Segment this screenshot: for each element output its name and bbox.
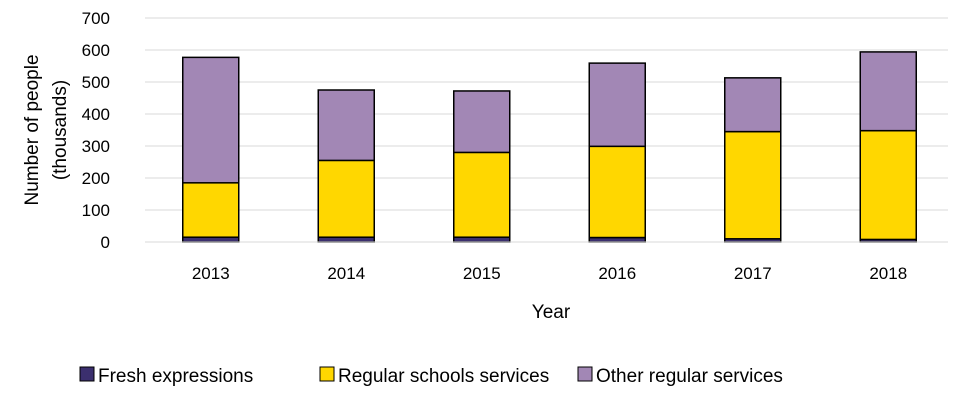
y-tick-label: 600 [82, 41, 110, 60]
legend-label: Regular schools services [338, 366, 549, 387]
x-tick-label: 2013 [192, 264, 230, 283]
x-tick-label: 2018 [869, 264, 907, 283]
legend-swatch [577, 366, 593, 382]
y-axis-title-line2: (thousands) [50, 80, 71, 180]
x-tick-label: 2016 [598, 264, 636, 283]
y-tick-label: 0 [101, 233, 110, 252]
x-tick-label: 2014 [327, 264, 365, 283]
y-tick-label: 300 [82, 137, 110, 156]
bar-segment-other-regular-services [317, 89, 375, 162]
legend-swatch [79, 366, 95, 382]
legend-swatch [319, 366, 335, 382]
bar-segment-other-regular-services [859, 51, 917, 132]
bar-segment-regular-schools-services [859, 129, 917, 241]
x-axis-title: Year [532, 302, 571, 323]
bar-segment-other-regular-services [182, 56, 240, 184]
y-tick-label: 500 [82, 73, 110, 92]
bar-segment-regular-schools-services [317, 159, 375, 238]
bar-segment-other-regular-services [724, 77, 782, 133]
x-tick-label: 2017 [734, 264, 772, 283]
legend-label: Fresh expressions [98, 366, 253, 387]
bar-segment-regular-schools-services [453, 151, 511, 238]
bar-segment-regular-schools-services [182, 182, 240, 238]
y-tick-label: 200 [82, 169, 110, 188]
bars [182, 51, 917, 243]
bar-segment-regular-schools-services [724, 130, 782, 240]
x-tick-label: 2015 [463, 264, 501, 283]
y-tick-label: 100 [82, 201, 110, 220]
y-tick-label: 700 [82, 9, 110, 28]
y-axis-ticks: 0 100 200 300 400 500 600 700 [82, 9, 110, 252]
bar-segment-other-regular-services [453, 90, 511, 154]
bar-segment-other-regular-services [588, 62, 646, 148]
y-axis-title-line1: Number of people [22, 54, 43, 205]
bar-segment-regular-schools-services [588, 145, 646, 239]
x-axis-ticks: 2013 2014 2015 2016 2017 2018 [192, 264, 907, 283]
legend: Fresh expressions Regular schools service… [79, 366, 783, 387]
gridlines [145, 17, 948, 211]
legend-label: Other regular services [596, 366, 783, 387]
y-tick-label: 400 [82, 105, 110, 124]
